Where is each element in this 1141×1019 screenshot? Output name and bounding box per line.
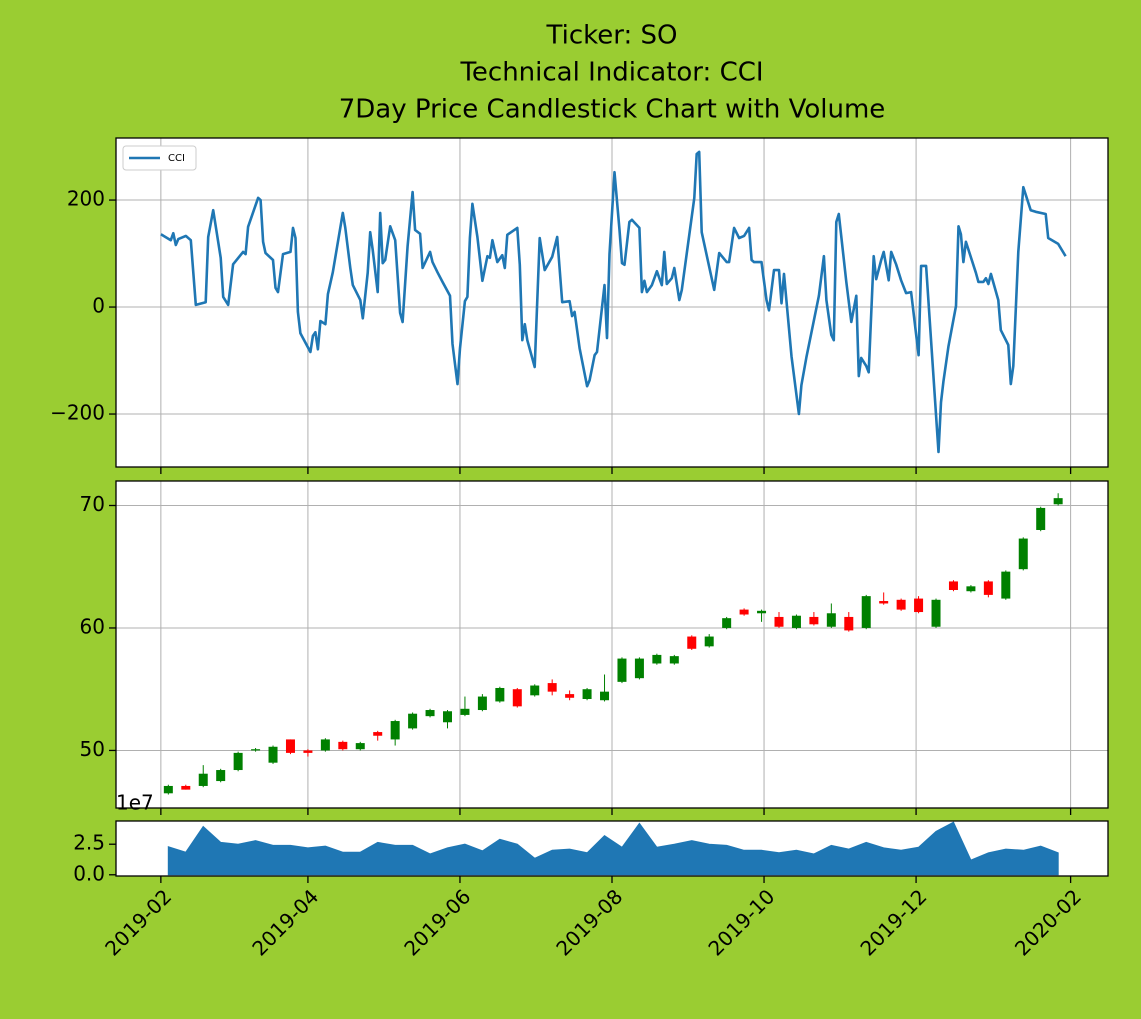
candle-body [565,694,575,698]
candle-body [791,615,801,628]
candle-body [861,596,871,628]
candle-body [1036,507,1046,530]
candle-body [373,732,383,736]
candle-body [687,636,697,649]
candle-body [425,710,435,717]
y-tick-label: 70 [80,492,105,516]
line-series [160,150,1067,454]
candle-body [652,654,662,664]
candle-body [390,721,400,740]
candle-body [948,581,958,590]
candle-body [983,581,993,595]
candle-body [809,616,819,625]
candle-body [477,696,487,711]
candle-body [914,598,924,613]
candle-body [355,743,365,750]
y-tick-label: 0.0 [73,861,105,885]
legend-label: CCI [168,153,185,164]
candle-body [757,610,767,614]
plot-frame [115,480,1109,809]
y-tick-label: 200 [67,187,105,211]
title-line: Ticker: SO [546,21,678,51]
candle-body [1053,498,1063,505]
candle-body [879,601,889,604]
y-tick-label: 2.5 [73,831,105,855]
area-series [167,821,1059,876]
candle-body [669,656,679,664]
candle-body [966,586,976,592]
candle-body [844,616,854,631]
candle-body [181,785,191,790]
candle-body [198,773,208,786]
candle-body [530,685,540,696]
candle-body [251,749,261,751]
candle-body [495,687,505,702]
candle-body [442,711,452,723]
candle-body [216,770,226,782]
candle-body [1018,538,1028,570]
candle-body [617,658,627,682]
candle-body [704,636,714,647]
candle-body [826,613,836,627]
candle-body [338,741,348,750]
candle-body [1001,571,1011,599]
y-tick-label: 60 [80,614,105,638]
y-tick-label: −200 [50,401,105,425]
candle-body [739,609,749,615]
candle-body [931,599,941,627]
candle-body [722,618,732,628]
y-tick-label: 0 [92,294,105,318]
candle-body [582,689,592,699]
candle-body [163,785,173,794]
candle-body [320,739,330,751]
candle-body [303,750,313,753]
candle-body [774,616,784,627]
candle-body [460,708,470,715]
y-offset-label: 1e7 [116,791,154,815]
candle-body [512,689,522,707]
candle-body [896,599,906,610]
plot-frame [115,820,1109,877]
title-line: 7Day Price Candlestick Chart with Volume [339,95,886,125]
candle-body [285,739,295,753]
title-line: Technical Indicator: CCI [459,58,763,88]
candle-body [233,752,243,771]
candle-body [634,658,644,679]
candle-body [547,683,557,692]
candle-body [408,713,418,729]
candle-body [268,746,278,763]
candle-body [600,691,610,701]
plot-frame [115,137,1109,468]
y-tick-label: 50 [80,737,105,761]
